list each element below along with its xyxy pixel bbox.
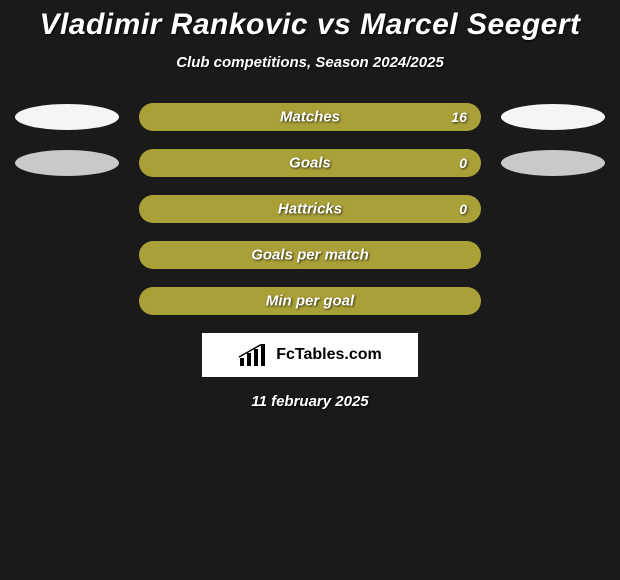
date-label: 11 february 2025 bbox=[0, 393, 620, 410]
stat-rows: Matches 16 Goals 0 Hattricks 0 Goals per match… bbox=[0, 103, 620, 315]
stat-bar: Hattricks 0 bbox=[139, 195, 481, 223]
stat-value: 16 bbox=[451, 109, 467, 125]
stat-label: Min per goal bbox=[266, 293, 354, 310]
stat-row: Goals 0 bbox=[0, 149, 620, 177]
stat-label: Hattricks bbox=[278, 201, 342, 218]
player-right-marker bbox=[501, 150, 605, 176]
player-right-marker bbox=[501, 104, 605, 130]
subtitle: Club competitions, Season 2024/2025 bbox=[0, 54, 620, 71]
stat-bar: Matches 16 bbox=[139, 103, 481, 131]
stat-value: 0 bbox=[459, 201, 467, 217]
stat-label: Matches bbox=[280, 109, 340, 126]
stat-bar: Min per goal bbox=[139, 287, 481, 315]
bar-chart-icon bbox=[238, 344, 272, 366]
stat-label: Goals bbox=[289, 155, 331, 172]
logo-box[interactable]: FcTables.com bbox=[202, 333, 418, 377]
stat-bar: Goals 0 bbox=[139, 149, 481, 177]
stat-row: Goals per match bbox=[0, 241, 620, 269]
stat-row: Hattricks 0 bbox=[0, 195, 620, 223]
logo-text: FcTables.com bbox=[276, 346, 382, 364]
player-left-marker bbox=[15, 150, 119, 176]
player-left-marker bbox=[15, 104, 119, 130]
stat-row: Min per goal bbox=[0, 287, 620, 315]
stat-row: Matches 16 bbox=[0, 103, 620, 131]
stat-bar: Goals per match bbox=[139, 241, 481, 269]
stats-comparison: Vladimir Rankovic vs Marcel Seegert Club… bbox=[0, 0, 620, 410]
page-title: Vladimir Rankovic vs Marcel Seegert bbox=[0, 8, 620, 42]
stat-label: Goals per match bbox=[251, 247, 369, 264]
stat-value: 0 bbox=[459, 155, 467, 171]
